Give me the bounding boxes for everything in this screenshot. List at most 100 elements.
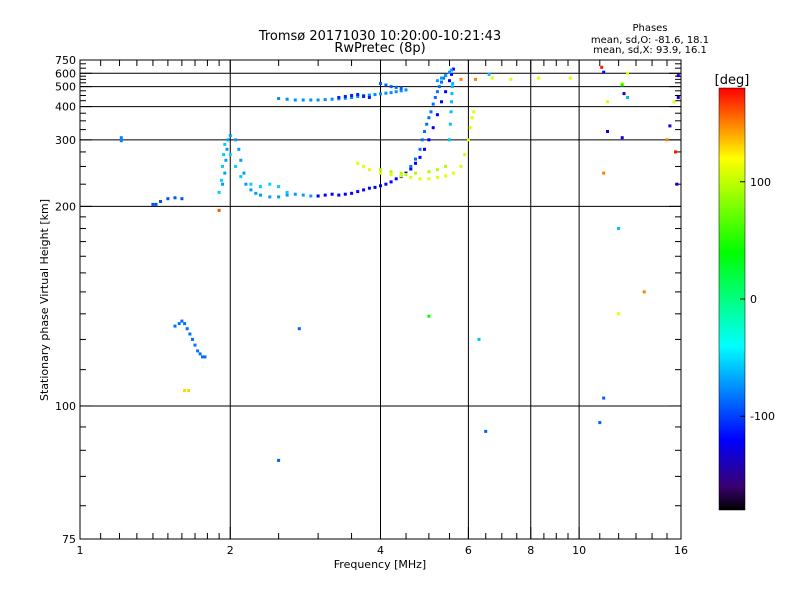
data-point (183, 389, 187, 393)
data-point (249, 188, 253, 192)
data-point (676, 74, 680, 78)
data-point (285, 97, 289, 101)
data-point (222, 153, 226, 157)
data-point (442, 76, 445, 80)
data-point (173, 196, 177, 200)
data-point (509, 77, 513, 81)
chart-subtitle: RwPretec (8p) (334, 41, 425, 56)
data-point (423, 147, 426, 151)
data-point (277, 195, 281, 199)
data-point (399, 86, 403, 90)
data-point (254, 191, 258, 195)
data-point (477, 337, 481, 341)
data-point (537, 76, 541, 80)
data-point (451, 82, 455, 85)
data-point (343, 192, 347, 196)
data-point (301, 193, 305, 197)
data-point (394, 177, 398, 181)
data-point (367, 96, 371, 99)
data-point (234, 138, 238, 142)
data-point (242, 171, 246, 175)
phase-info-x: mean, sd,X: 93.9, 16.1 (593, 45, 707, 56)
data-point (316, 194, 320, 198)
data-point (356, 95, 360, 98)
data-point (444, 90, 448, 94)
data-point (293, 192, 297, 196)
data-point (448, 138, 451, 142)
data-point (399, 171, 403, 175)
x-axis-label: Frequency [MHz] (334, 558, 426, 571)
data-point (459, 164, 463, 168)
data-point (450, 68, 453, 72)
data-point (293, 98, 297, 102)
data-point (217, 190, 221, 194)
data-point (448, 70, 451, 74)
data-point (468, 126, 472, 130)
data-point (399, 174, 403, 178)
data-point (268, 195, 272, 199)
data-point (244, 182, 248, 186)
data-point (431, 102, 435, 106)
data-point (221, 164, 224, 168)
data-point (414, 171, 417, 175)
phase-info-o: mean, sd,O: -81.6, 18.1 (591, 35, 709, 46)
data-point (223, 171, 227, 175)
data-point (435, 79, 439, 83)
data-point (180, 319, 184, 323)
phase-info-label: Phases (632, 23, 667, 34)
colorbar-tick-label: 0 (750, 293, 757, 306)
data-point (668, 124, 672, 128)
data-point (675, 182, 679, 186)
data-point (350, 191, 354, 195)
plot-frame (79, 59, 682, 540)
data-point (440, 100, 443, 104)
data-point (389, 180, 393, 184)
data-point (277, 185, 281, 189)
data-point (602, 70, 606, 74)
data-point (219, 178, 223, 182)
chart-title: Tromsø 20171030 10:20:00-10:21:43 (258, 29, 501, 44)
data-point (427, 314, 431, 318)
data-point (285, 190, 289, 194)
data-point (450, 100, 453, 104)
data-point (642, 290, 646, 294)
data-point (343, 96, 347, 100)
data-point (323, 193, 327, 197)
y-tick-label: 750 (55, 54, 76, 67)
data-point (309, 98, 313, 102)
data-point (379, 184, 382, 188)
data-point (239, 175, 243, 179)
data-point (384, 91, 388, 95)
data-point (223, 142, 227, 146)
data-point (394, 85, 398, 89)
data-point (225, 147, 229, 151)
data-point (409, 167, 413, 171)
data-point (373, 185, 377, 189)
x-tick-label: 6 (465, 544, 472, 557)
data-point (259, 193, 262, 197)
data-point (228, 134, 232, 137)
data-point (367, 93, 371, 97)
data-point (159, 200, 162, 203)
data-point (330, 97, 334, 101)
data-point (487, 72, 491, 76)
data-point (185, 327, 189, 331)
data-point (356, 190, 360, 194)
data-point (316, 98, 320, 102)
y-tick-label: 600 (55, 67, 76, 80)
data-point (440, 76, 443, 80)
data-point (418, 155, 422, 159)
data-point (450, 92, 454, 96)
data-point (384, 83, 388, 87)
data-point (379, 82, 382, 85)
data-point (373, 93, 377, 96)
data-point (484, 429, 488, 433)
data-point (459, 77, 463, 81)
y-tick-label: 300 (55, 134, 76, 147)
data-point (427, 116, 431, 120)
data-point (188, 332, 192, 336)
data-point (151, 202, 155, 206)
grid-lines (80, 60, 681, 539)
data-point (297, 327, 301, 331)
